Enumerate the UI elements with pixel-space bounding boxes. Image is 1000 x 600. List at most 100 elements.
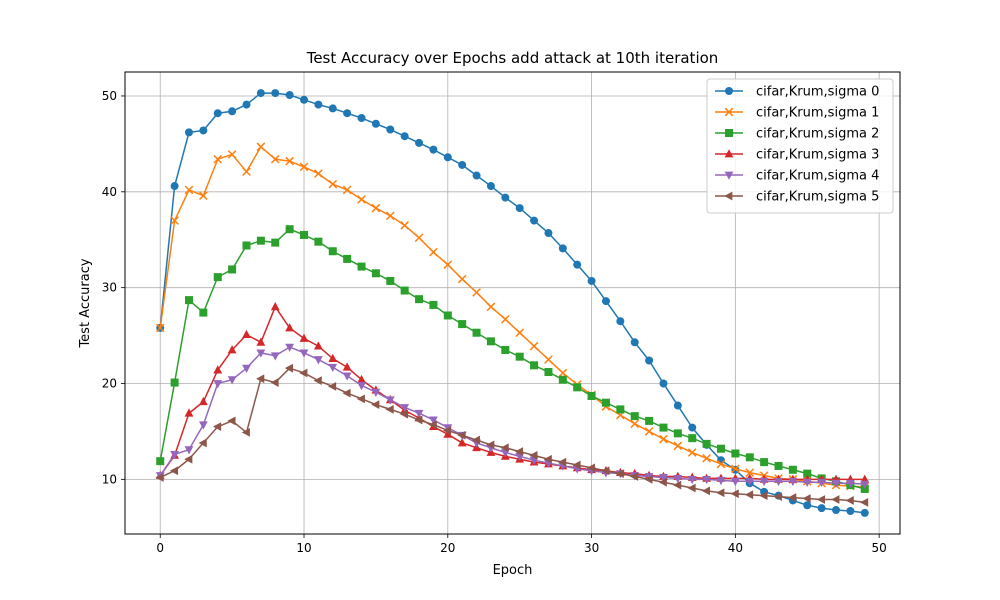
data-point (213, 273, 222, 282)
data-point (385, 211, 395, 221)
data-point (572, 460, 581, 470)
data-point (659, 379, 668, 388)
data-point (501, 345, 510, 354)
data-point (601, 398, 610, 407)
x-tick-label: 30 (584, 541, 599, 555)
legend-item: cifar,Krum,sigma 5 (715, 190, 879, 205)
data-point (414, 233, 424, 243)
data-point (730, 477, 740, 487)
data-point (659, 434, 668, 444)
legend-box (706, 78, 894, 214)
data-point (313, 341, 323, 350)
legend: cifar,Krum,sigma 0 cifar,Krum,sigma 1 cifa… (706, 78, 894, 214)
data-point (472, 288, 481, 297)
data-point (457, 430, 466, 440)
data-point (817, 504, 826, 513)
data-point (558, 457, 567, 467)
legend-item: cifar,Krum,sigma 4 (715, 169, 879, 184)
data-point (270, 352, 280, 361)
data-point (658, 477, 667, 487)
data-point (486, 302, 496, 312)
data-point (846, 506, 855, 515)
chart-title: Test Accuracy over Epochs add attack at … (306, 49, 719, 67)
data-point (415, 138, 424, 147)
data-point (213, 365, 223, 374)
data-point (241, 427, 250, 437)
data-point (659, 474, 668, 483)
legend-item: cifar,Krum,sigma 0 (715, 85, 879, 100)
y-tick-label: 10 (102, 472, 117, 486)
data-point (745, 477, 755, 487)
data-point (300, 95, 309, 104)
axis-ticks: 0 10 20 30 40 50 10 20 30 40 50 (102, 89, 887, 555)
data-point (616, 405, 625, 414)
data-point (198, 438, 207, 448)
legend-label: cifar,Krum,sigma 3 (756, 148, 879, 163)
data-point (198, 421, 208, 430)
legend-marker (725, 87, 733, 95)
data-point (745, 453, 754, 462)
x-tick-label: 10 (296, 541, 311, 555)
data-point (371, 203, 381, 213)
data-point (256, 89, 265, 98)
data-point (803, 469, 812, 478)
data-point (587, 276, 596, 285)
legend-item: cifar,Krum,sigma 3 (715, 148, 879, 163)
y-tick-label: 20 (102, 377, 117, 391)
x-tick-label: 50 (872, 541, 887, 555)
data-point (745, 468, 755, 477)
data-point (529, 341, 539, 351)
data-point (759, 491, 768, 501)
data-point (687, 483, 696, 493)
data-point (716, 444, 725, 453)
data-point (457, 274, 467, 284)
x-tick-label: 0 (156, 541, 164, 555)
data-point (212, 422, 222, 432)
data-point (198, 396, 208, 406)
data-point (170, 378, 179, 387)
data-point (328, 104, 337, 113)
data-point (155, 323, 165, 333)
data-point (831, 479, 841, 488)
data-point (270, 378, 279, 387)
data-point (357, 114, 366, 123)
legend-label: cifar,Krum,sigma 2 (756, 127, 879, 142)
data-point (271, 89, 280, 98)
data-point (673, 475, 683, 484)
data-point (788, 465, 797, 474)
data-point (457, 438, 467, 447)
data-point (673, 401, 682, 410)
data-point (630, 419, 640, 429)
data-point (645, 356, 654, 365)
data-point (156, 457, 165, 466)
data-point (170, 451, 180, 460)
data-point (371, 119, 380, 128)
data-point (342, 372, 352, 381)
data-point (357, 262, 366, 271)
data-point (860, 474, 870, 483)
data-point (299, 162, 309, 172)
legend-label: cifar,Krum,sigma 0 (756, 85, 879, 100)
data-point (228, 107, 237, 116)
legend-item: cifar,Krum,sigma 2 (715, 127, 879, 142)
data-point (443, 311, 452, 320)
data-point (529, 451, 538, 460)
data-point (601, 297, 610, 306)
x-tick-label: 20 (440, 541, 455, 555)
data-point (170, 182, 179, 191)
data-point (472, 171, 481, 180)
data-point (486, 440, 495, 450)
data-point (357, 195, 366, 204)
data-point (443, 429, 453, 438)
y-tick-label: 50 (102, 89, 117, 103)
data-point (860, 508, 869, 517)
data-point (644, 474, 653, 484)
data-point (659, 423, 668, 432)
legend-marker (724, 149, 734, 158)
data-point (414, 409, 424, 419)
data-point (386, 125, 395, 134)
data-point (184, 128, 193, 137)
data-point (242, 167, 251, 177)
legend-item: cifar,Krum,sigma 1 (715, 106, 879, 121)
data-point (832, 506, 841, 515)
